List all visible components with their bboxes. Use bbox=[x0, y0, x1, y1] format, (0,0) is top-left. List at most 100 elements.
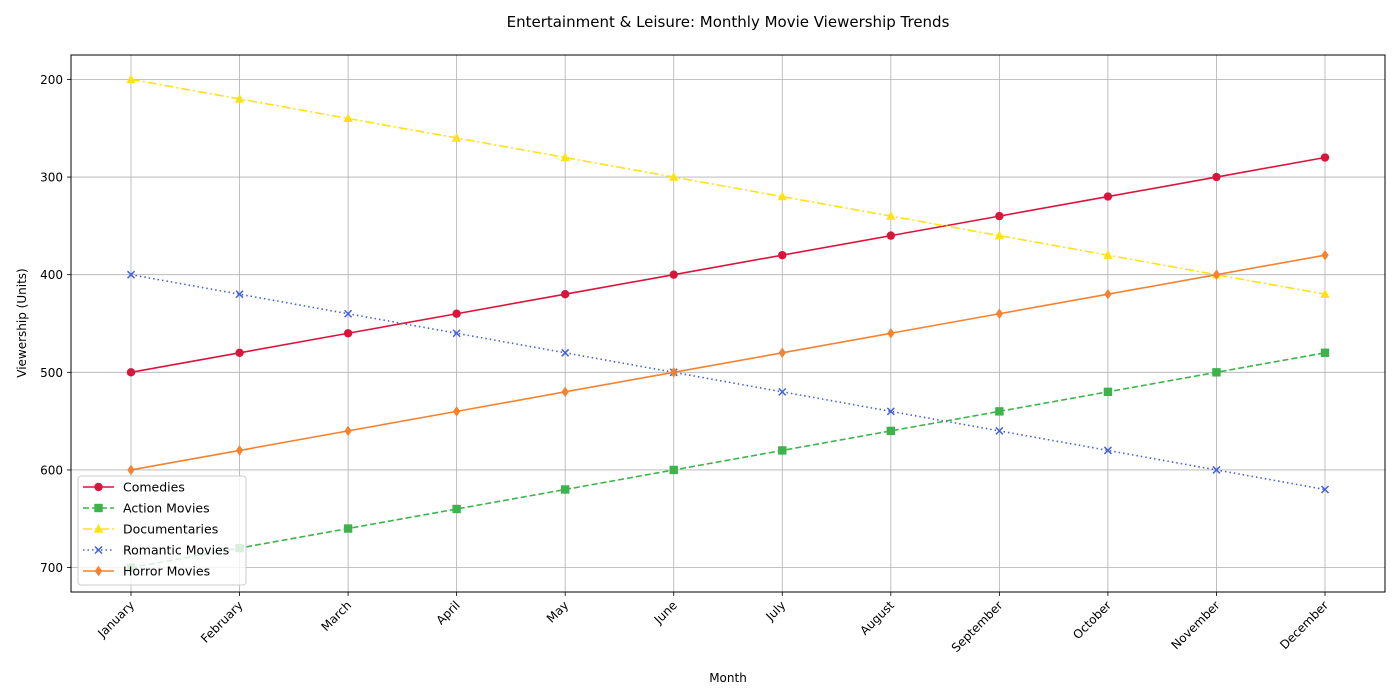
x-tick-label: February bbox=[198, 598, 246, 646]
grid-lines bbox=[71, 55, 1385, 592]
data-point-romantic-movies bbox=[886, 407, 895, 416]
data-point-comedies bbox=[452, 309, 461, 318]
legend-item-documentaries: Documentaries bbox=[83, 522, 218, 537]
data-point-documentaries bbox=[994, 230, 1005, 240]
data-point-romantic-movies bbox=[778, 387, 787, 396]
data-point-horror-movies bbox=[561, 386, 569, 398]
data-point-documentaries bbox=[560, 152, 570, 162]
data-point-comedies bbox=[778, 250, 787, 260]
data-point-romantic-movies bbox=[126, 270, 136, 279]
data-point-romantic-movies bbox=[235, 290, 244, 299]
data-point-action-movies bbox=[343, 524, 353, 533]
y-tick-label: 600 bbox=[40, 463, 63, 477]
data-point-action-movies bbox=[1212, 368, 1221, 377]
data-point-horror-movies bbox=[1321, 249, 1329, 261]
x-tick-label: April bbox=[433, 598, 462, 627]
x-tick-label: July bbox=[763, 598, 789, 624]
x-tick-label: August bbox=[857, 598, 897, 638]
series-line-horror-movies bbox=[130, 254, 1326, 471]
data-point-comedies bbox=[886, 231, 896, 240]
data-point-comedies bbox=[560, 290, 570, 299]
data-point-comedies bbox=[235, 348, 244, 357]
data-point-romantic-movies bbox=[1103, 446, 1112, 455]
x-tick-label: December bbox=[1277, 598, 1331, 652]
data-point-romantic-movies bbox=[1212, 465, 1221, 474]
legend-item-horror-movies: Horror Movies bbox=[83, 564, 210, 579]
data-point-comedies bbox=[126, 368, 136, 377]
data-point-action-movies bbox=[1320, 348, 1330, 357]
series-comedies bbox=[126, 153, 1330, 377]
data-point-comedies bbox=[1212, 172, 1221, 182]
data-point-action-movies bbox=[886, 426, 896, 436]
x-tick-label: June bbox=[651, 598, 680, 627]
data-point-documentaries bbox=[234, 93, 245, 103]
series-romantic-movies bbox=[126, 270, 1330, 494]
x-tick-label: March bbox=[318, 598, 354, 634]
data-point-comedies bbox=[343, 329, 353, 338]
x-tick-label: September bbox=[949, 598, 1006, 655]
y-tick-label: 500 bbox=[40, 366, 63, 380]
legend-box bbox=[77, 475, 247, 586]
data-point-documentaries bbox=[1320, 289, 1330, 298]
data-point-comedies bbox=[1320, 153, 1330, 162]
series-horror-movies bbox=[127, 249, 1329, 476]
data-point-horror-movies bbox=[235, 445, 244, 456]
x-tick-label: November bbox=[1169, 598, 1223, 652]
data-point-romantic-movies bbox=[1320, 485, 1330, 494]
legend-marker-icon bbox=[94, 565, 103, 577]
x-tick-label: May bbox=[544, 598, 571, 625]
legend-marker-icon bbox=[94, 545, 103, 555]
data-point-horror-movies bbox=[344, 425, 352, 437]
data-point-documentaries bbox=[886, 210, 896, 220]
data-point-romantic-movies bbox=[452, 329, 461, 338]
legend-marker-icon bbox=[94, 482, 103, 492]
data-point-documentaries bbox=[343, 113, 353, 123]
data-point-horror-movies bbox=[995, 308, 1004, 319]
data-point-horror-movies bbox=[1212, 269, 1221, 280]
data-point-horror-movies bbox=[778, 347, 786, 358]
chart-title: Entertainment & Leisure: Monthly Movie V… bbox=[507, 13, 950, 31]
series-documentaries bbox=[126, 74, 1330, 298]
y-tick-label: 200 bbox=[40, 73, 63, 87]
data-point-documentaries bbox=[1103, 249, 1113, 259]
series-line-comedies bbox=[130, 156, 1326, 374]
legend-item-romantic-movies: Romantic Movies bbox=[83, 543, 229, 558]
data-point-comedies bbox=[669, 270, 678, 279]
data-point-action-movies bbox=[560, 485, 570, 494]
data-point-romantic-movies bbox=[344, 309, 353, 318]
y-axis-title: Viewership (Units) bbox=[15, 268, 29, 377]
x-axis-ticks: January February March April May June July Augu… bbox=[94, 592, 1331, 655]
data-point-action-movies bbox=[995, 407, 1004, 416]
series-line-action-movies bbox=[130, 352, 1326, 569]
legend-marker-icon bbox=[93, 523, 104, 533]
data-point-horror-movies bbox=[887, 328, 895, 339]
data-point-horror-movies bbox=[1104, 289, 1112, 300]
legend-item-action-movies: Action Movies bbox=[83, 501, 210, 516]
series-lines bbox=[126, 74, 1330, 572]
data-point-horror-movies bbox=[670, 367, 678, 378]
series-line-romantic-movies bbox=[130, 273, 1326, 491]
y-tick-label: 400 bbox=[40, 268, 63, 282]
legend-label: Romantic Movies bbox=[123, 543, 229, 558]
legend-marker-icon bbox=[94, 503, 103, 513]
x-axis-title: Month bbox=[709, 671, 747, 685]
data-point-romantic-movies bbox=[561, 348, 570, 357]
legend-label: Action Movies bbox=[123, 501, 210, 516]
legend-label: Comedies bbox=[123, 480, 185, 495]
data-point-horror-movies bbox=[452, 406, 461, 417]
x-tick-label: January bbox=[94, 598, 137, 641]
legend: Comedies Action Movies Documentaries Romant… bbox=[77, 475, 247, 586]
y-axis-ticks: 200 300 400 500 600 700 bbox=[40, 73, 71, 575]
data-point-comedies bbox=[995, 211, 1004, 221]
data-point-documentaries bbox=[777, 191, 787, 201]
data-point-horror-movies bbox=[127, 464, 135, 476]
y-tick-label: 300 bbox=[40, 171, 63, 185]
series-action-movies bbox=[126, 348, 1330, 572]
data-point-documentaries bbox=[126, 74, 136, 84]
series-line-documentaries bbox=[130, 78, 1326, 295]
data-point-documentaries bbox=[451, 132, 462, 142]
data-point-comedies bbox=[1103, 192, 1113, 201]
data-point-action-movies bbox=[452, 504, 461, 514]
